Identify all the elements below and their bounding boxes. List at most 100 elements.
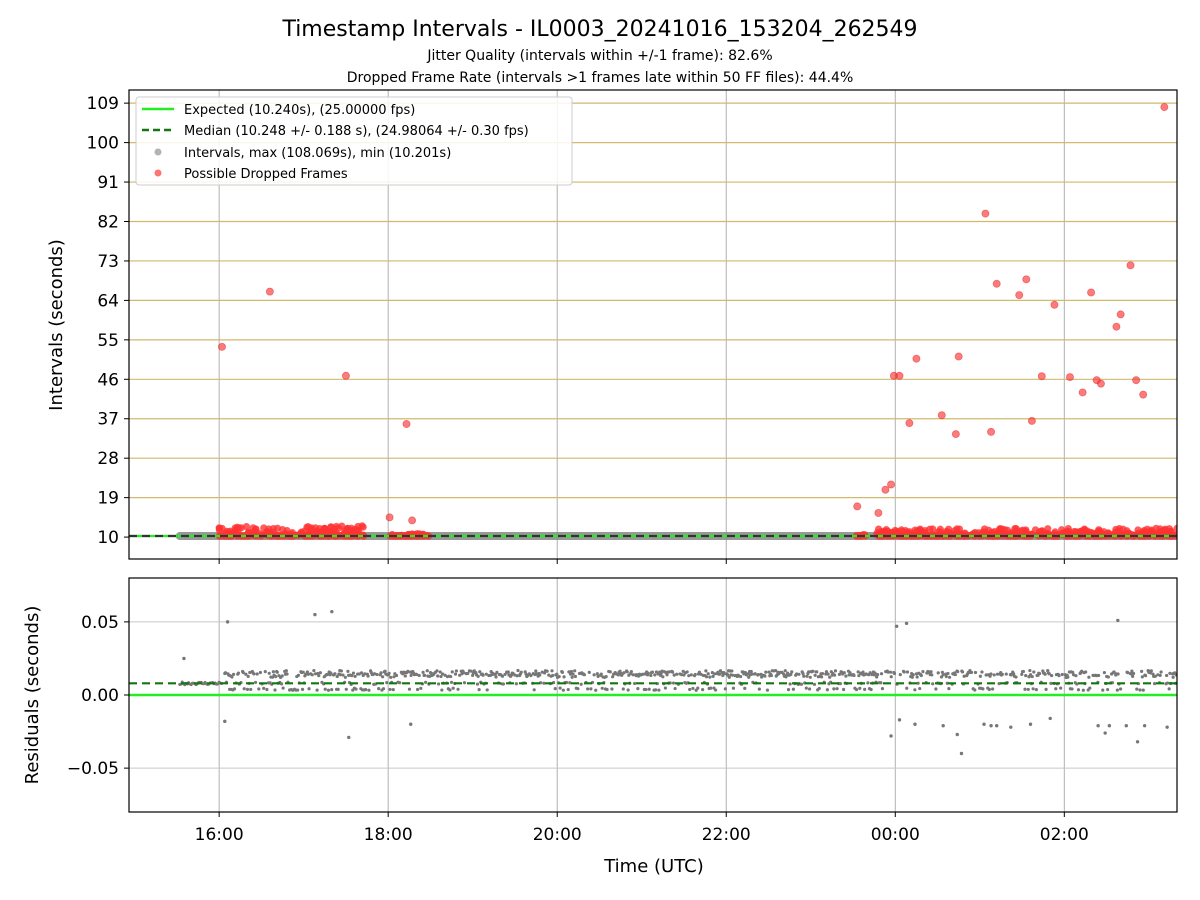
residual-point	[1167, 687, 1171, 691]
residual-point	[438, 670, 442, 674]
dropped-frame-point-23	[1037, 372, 1046, 381]
dropped-cluster-point	[1134, 526, 1142, 534]
residual-point	[785, 671, 790, 675]
dropped-frame-point-25	[1065, 373, 1074, 382]
residual-point	[649, 673, 653, 678]
residual-point	[947, 687, 951, 691]
dropped-cluster-point	[1003, 526, 1012, 534]
residual-point	[1014, 675, 1018, 679]
residual-point	[436, 674, 440, 678]
residual-point	[1131, 671, 1136, 676]
residual-point	[629, 670, 633, 674]
residual-outlier-13	[955, 732, 959, 737]
residual-point	[306, 672, 310, 676]
residual-point	[918, 686, 922, 691]
residual-point	[336, 687, 340, 691]
residual-point	[1070, 687, 1074, 691]
residual-point	[339, 669, 344, 673]
residual-point	[844, 674, 848, 678]
residual-point	[672, 673, 676, 677]
top-ytick-label-109: 109	[87, 94, 119, 114]
residual-point	[807, 687, 812, 691]
residual-point	[947, 675, 952, 679]
residual-point	[717, 672, 722, 676]
residual-point	[1129, 672, 1133, 676]
residual-point	[244, 672, 248, 676]
residual-point	[417, 673, 421, 678]
residual-point	[363, 672, 367, 676]
residual-point	[756, 672, 761, 677]
residual-point	[273, 688, 277, 692]
dropped-cluster-point	[273, 524, 282, 532]
dropped-cluster-point	[352, 525, 360, 533]
residual-point	[519, 670, 523, 674]
top-data-layer	[129, 103, 1177, 541]
residual-point	[263, 670, 267, 674]
residual-point	[832, 687, 836, 691]
residual-point	[693, 672, 697, 677]
residual-point	[989, 672, 993, 676]
residual-point	[1057, 673, 1061, 678]
dropped-cluster-point	[953, 525, 961, 533]
residual-point	[854, 687, 859, 692]
residual-point	[670, 670, 675, 674]
residual-outlier-1	[223, 719, 227, 724]
residual-point	[1131, 674, 1135, 678]
residual-point	[1101, 688, 1105, 692]
x-axis-label: Time (UTC)	[603, 856, 704, 877]
residual-outlier-3	[313, 612, 317, 617]
residual-point	[296, 688, 300, 692]
residual-point	[739, 674, 743, 679]
top-ytick-label-91: 91	[97, 173, 119, 193]
residual-point	[773, 668, 778, 673]
residual-point	[424, 680, 428, 684]
residual-point	[616, 673, 621, 677]
top-ytick-label-28: 28	[97, 449, 119, 469]
residual-point	[898, 672, 902, 677]
residual-point	[579, 682, 583, 686]
residual-point	[757, 687, 761, 691]
residual-point	[439, 674, 443, 679]
residual-point	[953, 672, 957, 677]
residual-outlier-4	[330, 609, 334, 614]
residual-outlier-27	[1142, 724, 1147, 728]
residual-point	[341, 673, 345, 677]
dropped-frame-point-4	[402, 419, 411, 428]
residual-point	[1118, 687, 1123, 691]
dropped-cluster-point	[861, 531, 869, 539]
residual-point	[558, 686, 562, 690]
residual-point	[1130, 669, 1134, 673]
residual-point	[478, 670, 482, 674]
residual-point	[1102, 670, 1106, 675]
dropped-cluster-point	[1044, 525, 1052, 533]
residual-point	[589, 687, 593, 691]
residual-point	[1112, 670, 1116, 674]
residual-point	[858, 686, 862, 690]
residual-outlier-16	[989, 724, 993, 728]
residual-point	[592, 673, 596, 677]
residual-point	[736, 673, 740, 677]
residual-outlier-9	[897, 718, 902, 722]
dropped-cluster-point	[325, 528, 333, 536]
residual-point	[750, 672, 754, 676]
residual-point	[892, 671, 897, 676]
top-ytick-label-64: 64	[97, 291, 119, 311]
residual-point	[753, 672, 757, 676]
residual-outlier-15	[982, 722, 986, 726]
residual-point	[936, 671, 940, 675]
residual-point	[1028, 668, 1032, 673]
residual-point	[1168, 671, 1172, 675]
residual-point	[1171, 675, 1175, 679]
residual-point	[296, 673, 300, 678]
residual-point	[1024, 673, 1028, 678]
residual-outlier-23	[1107, 724, 1112, 728]
residual-point	[567, 670, 571, 674]
residual-point	[727, 675, 731, 679]
residual-point	[747, 675, 751, 679]
residual-point	[506, 670, 510, 674]
residual-point	[595, 672, 599, 676]
residual-point	[245, 687, 250, 691]
residual-point	[449, 674, 453, 679]
residual-point	[1037, 672, 1042, 676]
residual-point	[329, 671, 333, 675]
